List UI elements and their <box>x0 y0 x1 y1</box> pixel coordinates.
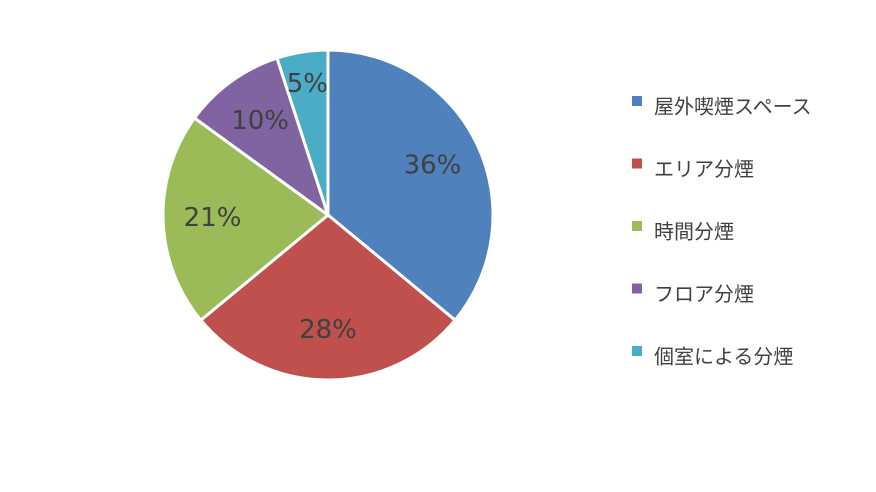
legend-label: 時間分煙 <box>654 220 734 244</box>
pie-slice <box>326 48 495 323</box>
data-label: 10% <box>231 106 289 136</box>
pie-slice <box>198 213 458 382</box>
data-label: 36% <box>404 150 462 180</box>
pie-slice <box>275 48 330 216</box>
pie-slice <box>192 56 331 219</box>
data-label: 28% <box>299 315 357 345</box>
legend-marker <box>632 158 642 169</box>
pie-slice <box>161 115 331 323</box>
data-label: 5% <box>287 69 328 99</box>
legend-label: フロア分煙 <box>654 282 754 306</box>
legend-label: 個室による分煙 <box>654 345 793 369</box>
data-label: 21% <box>184 203 242 233</box>
legend-label: 屋外喫煙スペース <box>654 95 812 119</box>
legend-label: エリア分煙 <box>654 157 754 181</box>
legend-marker <box>632 283 642 294</box>
legend-marker <box>632 96 642 106</box>
legend-marker <box>632 221 642 231</box>
legend-marker <box>632 346 642 356</box>
